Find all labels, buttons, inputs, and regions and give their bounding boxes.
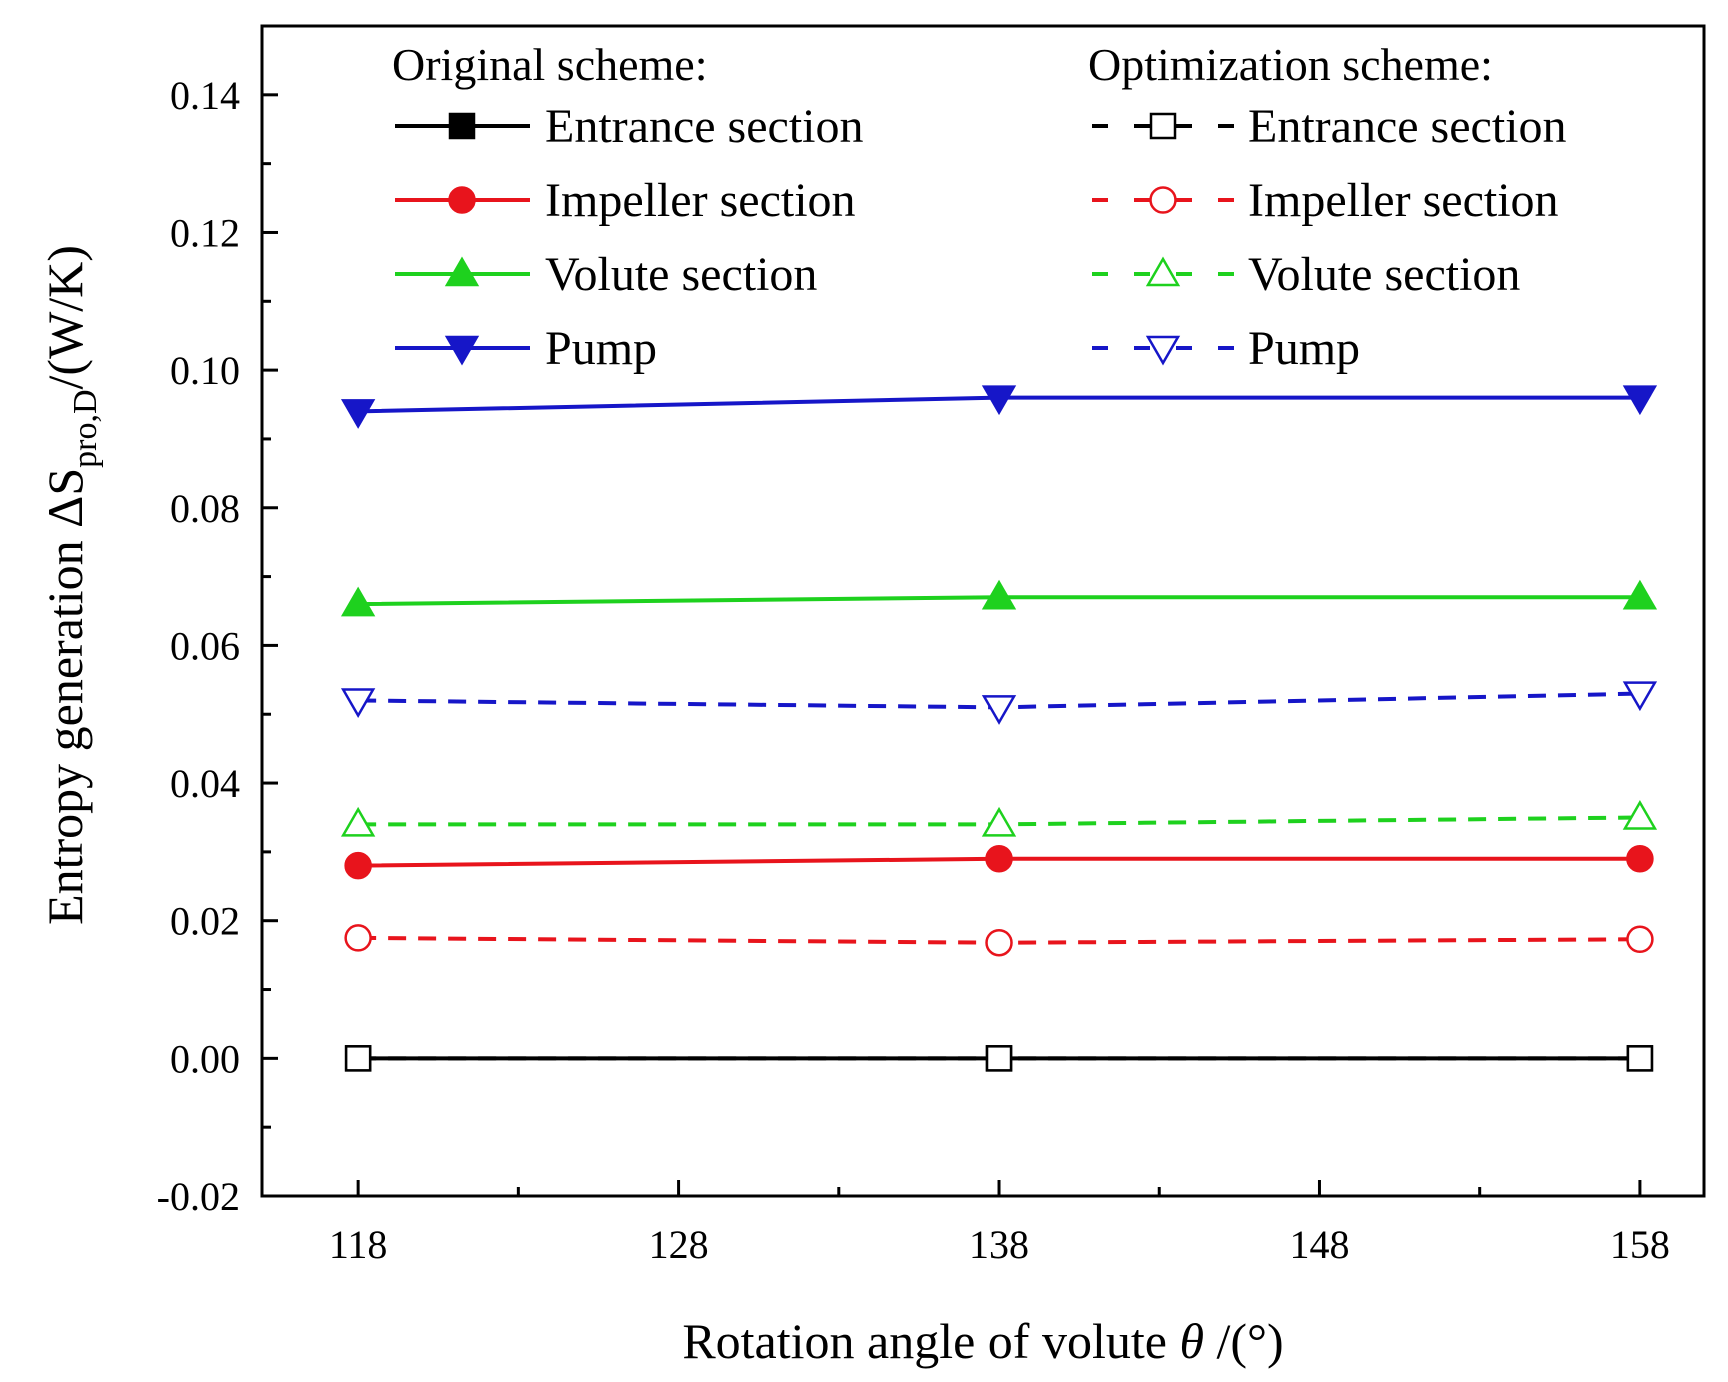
data-point-original-pump [340,399,376,429]
plot-frame [260,24,1706,1198]
y-axis-title: Entropy generation ΔSpro,D/(W/K) [37,245,104,925]
legend-marker-original-impeller-section [448,186,476,214]
data-point-optimization-pump [981,695,1017,725]
legend-label-optimization-entrance-section: Entrance section [1248,100,1567,153]
y-axis-title-subscript: pro,D [67,389,104,467]
data-point-optimization-entrance-section [1626,1045,1654,1072]
legend-label-original-pump: Pump [545,322,657,375]
data-point-optimization-volute-section [981,806,1017,837]
y-tick-label: 0.02 [170,899,240,944]
data-point-optimization-impeller-section [1626,925,1654,954]
legend-marker-original-volute-section [444,256,480,287]
series-optimization-impeller-section [344,924,1654,957]
y-axis-title-prefix: Entropy generation ΔS [37,468,93,925]
x-axis-title-symbol: θ [1179,1313,1204,1369]
legend-label-optimization-pump: Pump [1248,322,1360,375]
legend-marker-optimization-entrance-section [1149,112,1177,140]
data-point-original-pump [1622,385,1658,416]
y-axis-title-suffix: /(W/K) [37,245,93,389]
data-point-original-volute-section [981,579,1017,610]
legend-label-optimization-volute-section: Volute section [1248,248,1520,301]
y-tick-label: 0.08 [170,486,240,531]
data-point-optimization-volute-section [1622,799,1658,830]
data-point-original-impeller-section [985,845,1013,873]
y-tick-label: 0.00 [170,1036,240,1081]
series-original-impeller-section [344,845,1654,880]
data-point-original-pump [981,385,1017,416]
x-tick-label: 158 [1610,1222,1670,1267]
series-layer [340,385,1658,1072]
legend-marker-optimization-impeller-section [1149,186,1177,214]
legend-marker-original-entrance-section [448,112,476,140]
data-point-original-volute-section [1622,579,1658,610]
legend-label-optimization-impeller-section: Impeller section [1248,174,1559,227]
data-point-optimization-entrance-section [985,1045,1013,1072]
legend-marker-optimization-pump [1145,335,1181,366]
x-axis-title-suffix: /(°) [1204,1313,1284,1369]
x-axis-title-prefix: Rotation angle of volute [682,1313,1179,1369]
y-tick-label: -0.02 [157,1174,240,1219]
legend-optimization-heading: Optimization scheme: [1088,39,1493,90]
legend-marker-optimization-volute-section [1145,256,1181,287]
legend: Original scheme: Optimization scheme: En… [392,39,1567,375]
legend-marker-original-pump [444,335,480,366]
series-original-volute-section [340,579,1658,617]
series-optimization-pump [340,681,1658,725]
data-point-optimization-impeller-section [344,924,372,952]
y-axis-ticks: -0.02 0.00 0.02 0.04 0.06 0.08 0.10 0.12 0.14 [157,73,278,1219]
series-optimization-volute-section [340,799,1658,837]
y-tick-label: 0.10 [170,348,240,393]
data-point-original-volute-section [340,586,376,617]
data-point-optimization-entrance-section [344,1045,372,1072]
x-tick-label: 148 [1289,1222,1349,1267]
series-original-pump [340,385,1658,429]
legend-label-original-entrance-section: Entrance section [545,100,864,153]
data-point-optimization-pump [1622,681,1658,712]
y-tick-label: 0.14 [170,73,240,118]
x-axis-ticks: 118 128 138 148 158 [329,1180,1670,1267]
legend-label-original-volute-section: Volute section [545,248,817,301]
data-point-original-impeller-section [1626,845,1654,873]
y-tick-label: 0.04 [170,761,240,806]
series-optimization-entrance-section [344,1045,1654,1072]
legend-original-heading: Original scheme: [392,39,708,90]
data-point-optimization-impeller-section [985,928,1013,957]
y-tick-label: 0.06 [170,623,240,668]
plot-border [260,24,1706,1198]
legend-label-original-impeller-section: Impeller section [545,174,856,227]
x-tick-label: 138 [969,1222,1029,1267]
x-axis-title: Rotation angle of volute θ /(°) [682,1313,1283,1369]
y-tick-label: 0.12 [170,210,240,255]
x-tick-label: 128 [649,1222,709,1267]
data-point-original-impeller-section [344,851,372,880]
x-tick-label: 118 [329,1222,388,1267]
data-point-optimization-volute-section [340,806,376,837]
data-point-optimization-pump [340,688,376,718]
